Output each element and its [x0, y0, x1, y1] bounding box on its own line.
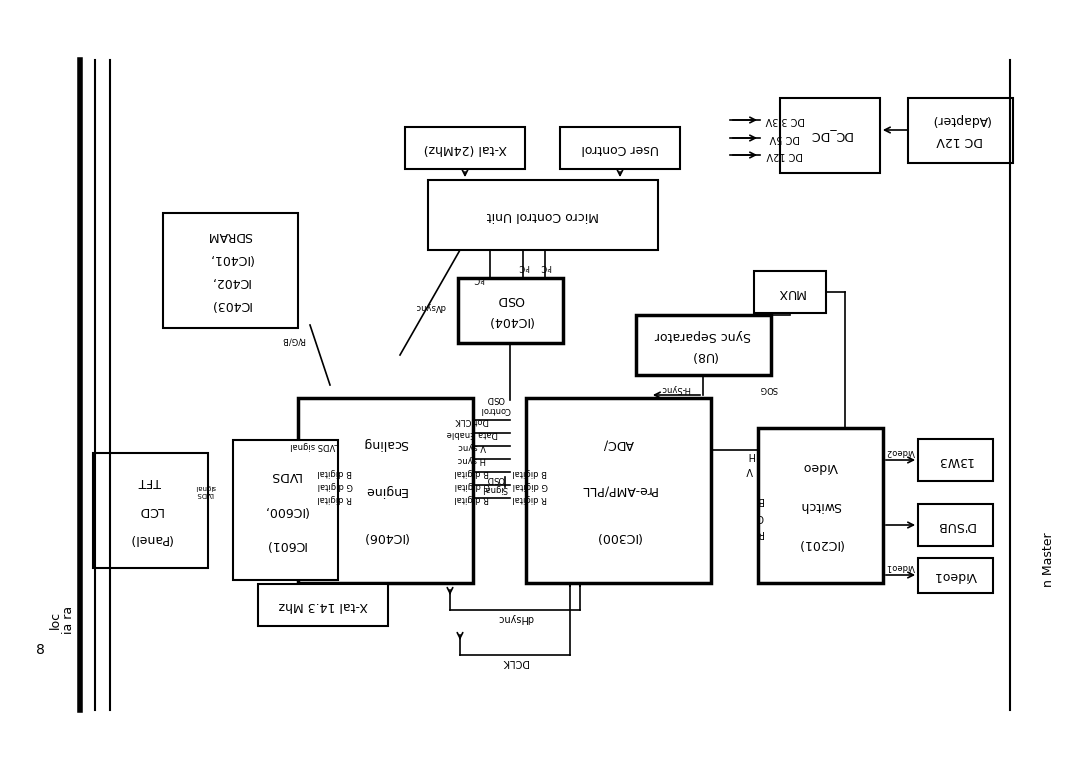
Text: OSD: OSD	[486, 394, 504, 403]
Text: 8: 8	[36, 643, 44, 657]
Text: G digital: G digital	[318, 481, 353, 490]
Text: ADC/: ADC/	[603, 437, 634, 450]
Text: I²C: I²C	[539, 262, 551, 271]
Text: I²C: I²C	[472, 273, 484, 282]
Text: (IC406): (IC406)	[362, 530, 408, 542]
Text: dVsync: dVsync	[415, 301, 445, 311]
Text: X-tal (24Mhz): X-tal (24Mhz)	[423, 141, 507, 154]
Text: Video1: Video1	[886, 562, 915, 571]
Text: (Adapter): (Adapter)	[930, 113, 989, 126]
Text: V: V	[746, 465, 754, 475]
Bar	[561, 127, 680, 169]
Text: OSD: OSD	[496, 293, 524, 306]
Bar	[754, 271, 826, 313]
Text: R digital: R digital	[513, 494, 548, 503]
Text: Dot CLK: Dot CLK	[456, 416, 489, 424]
Text: (IC600,: (IC600,	[262, 504, 308, 517]
Text: B digital: B digital	[318, 468, 352, 477]
Bar	[93, 452, 207, 568]
Bar	[907, 98, 1013, 163]
Text: 13W3: 13W3	[937, 453, 973, 466]
Text: R: R	[757, 528, 764, 538]
Text: Switch: Switch	[799, 498, 840, 511]
Text: Video1: Video1	[933, 568, 976, 581]
Text: DC 5V: DC 5V	[770, 133, 800, 143]
Text: Pre-AMP/PLL: Pre-AMP/PLL	[580, 484, 657, 497]
Text: LCD: LCD	[137, 504, 163, 517]
Text: dHsync: dHsync	[497, 613, 534, 623]
Text: Engine: Engine	[364, 484, 406, 497]
Text: DC 12V: DC 12V	[767, 150, 804, 160]
Text: DC_DC: DC_DC	[809, 128, 851, 141]
Bar	[428, 180, 658, 250]
Text: Video2: Video2	[886, 446, 915, 456]
Text: D'SUB: D'SUB	[935, 519, 974, 532]
Text: Micro Control Unit: Micro Control Unit	[487, 208, 599, 221]
Text: R/G/B: R/G/B	[281, 336, 305, 345]
Text: loc: loc	[49, 611, 62, 629]
Text: DC 3.3V: DC 3.3V	[766, 115, 805, 125]
Text: B: B	[757, 495, 764, 505]
Text: SDRAM: SDRAM	[207, 229, 253, 242]
Text: IC402,: IC402,	[210, 275, 251, 288]
Text: V sync: V sync	[458, 442, 486, 450]
Text: (IC300): (IC300)	[595, 530, 642, 542]
Text: G digital: G digital	[512, 481, 548, 490]
Text: Signal: Signal	[482, 484, 508, 492]
Text: LVDS: LVDS	[269, 468, 301, 481]
Bar	[635, 315, 770, 375]
Text: B digital: B digital	[513, 468, 548, 477]
Text: Scaling: Scaling	[362, 437, 408, 450]
Bar	[297, 398, 473, 582]
Text: LVDS signal: LVDS signal	[291, 440, 339, 449]
Text: Control: Control	[480, 404, 510, 414]
Text: DCLK: DCLK	[502, 657, 528, 667]
Text: TFT: TFT	[139, 475, 161, 488]
Bar	[757, 427, 882, 582]
Text: G digital: G digital	[455, 481, 489, 490]
Text: (U8): (U8)	[689, 349, 716, 362]
Text: H sync: H sync	[458, 455, 486, 463]
Text: User Control: User Control	[581, 141, 659, 154]
Text: OSD: OSD	[486, 474, 504, 482]
Text: IC403): IC403)	[210, 298, 251, 311]
Text: R digital: R digital	[318, 494, 352, 503]
Text: B digital: B digital	[455, 468, 489, 477]
Text: R digital: R digital	[455, 494, 489, 503]
Bar	[162, 213, 297, 327]
Bar	[918, 439, 993, 481]
Text: (IC401,: (IC401,	[207, 252, 253, 265]
Text: H: H	[746, 450, 754, 460]
Bar	[405, 127, 525, 169]
Text: SOG: SOG	[759, 384, 778, 392]
Bar	[780, 98, 880, 172]
Text: MUX: MUX	[775, 285, 805, 298]
Bar	[258, 584, 388, 626]
Text: DC 12V: DC 12V	[936, 134, 983, 147]
Text: (IC404): (IC404)	[487, 314, 532, 327]
Bar	[526, 398, 711, 582]
Text: ia ra: ia ra	[62, 606, 75, 634]
Text: LVDS
signal: LVDS signal	[194, 484, 215, 497]
Text: Sync Separator: Sync Separator	[654, 329, 751, 342]
Text: (IC201): (IC201)	[797, 537, 842, 550]
Bar	[232, 440, 338, 580]
Text: G: G	[756, 512, 764, 522]
Bar	[458, 278, 563, 343]
Text: IC601): IC601)	[265, 539, 306, 552]
Bar	[918, 558, 993, 593]
Text: I²C: I²C	[517, 262, 529, 271]
Text: Data Enable: Data Enable	[446, 429, 498, 437]
Bar	[918, 504, 993, 546]
Text: X-tal 14.3 Mhz: X-tal 14.3 Mhz	[279, 598, 367, 611]
Text: H-Sync: H-Sync	[660, 384, 690, 392]
Text: (Panel): (Panel)	[129, 533, 172, 546]
Text: Video: Video	[802, 460, 838, 473]
Text: n Master: n Master	[1041, 533, 1054, 588]
